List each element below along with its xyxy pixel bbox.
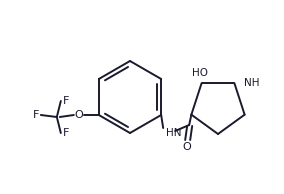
Text: HO: HO [191,68,208,78]
Text: F: F [63,96,69,106]
Text: NH: NH [245,78,260,88]
Text: F: F [63,128,69,138]
Text: O: O [74,110,83,120]
Text: F: F [33,110,39,120]
Text: HN: HN [166,128,182,138]
Text: O: O [183,142,191,152]
